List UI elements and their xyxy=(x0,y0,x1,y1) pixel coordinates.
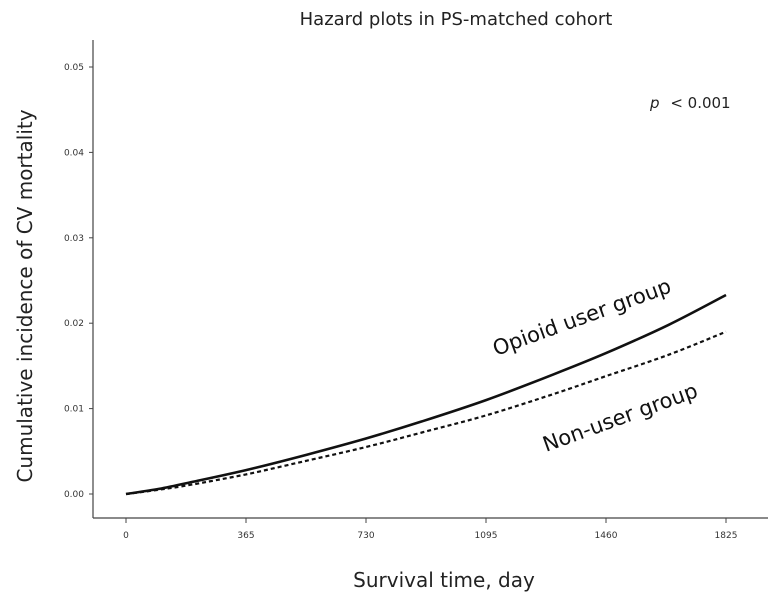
series-line-opioid-user xyxy=(125,293,727,496)
series-label-opioid: Opioid user group xyxy=(490,274,675,361)
y-tick-label: 0.05 xyxy=(64,63,84,73)
x-axis-ticks: 0 365 730 1095 1460 1825 xyxy=(123,518,737,541)
y-axis-label: Cumulative incidence of CV mortality xyxy=(13,109,37,482)
y-tick-label: 0.00 xyxy=(64,490,84,500)
x-tick-label: 365 xyxy=(237,531,254,541)
plot-frame xyxy=(92,40,768,519)
x-tick-label: 1460 xyxy=(595,531,618,541)
x-tick-label: 0 xyxy=(123,531,129,541)
x-tick-label: 1825 xyxy=(715,531,738,541)
x-tick-label: 1095 xyxy=(475,531,498,541)
x-tick-label: 730 xyxy=(357,531,374,541)
p-value-symbol: p xyxy=(649,94,660,112)
p-value-annotation: p < 0.001 xyxy=(649,94,731,112)
y-axis-ticks: 0.00 0.01 0.02 0.03 0.04 0.05 xyxy=(64,63,93,500)
chart-title: Hazard plots in PS-matched cohort xyxy=(300,9,613,30)
series-layer xyxy=(125,293,727,496)
y-tick-label: 0.04 xyxy=(64,148,84,158)
p-value-text: < 0.001 xyxy=(670,94,730,112)
y-tick-label: 0.03 xyxy=(64,234,84,244)
y-tick-label: 0.01 xyxy=(64,405,84,415)
x-axis-label: Survival time, day xyxy=(353,568,535,592)
series-line-non-user xyxy=(125,330,727,496)
y-tick-label: 0.02 xyxy=(64,319,84,329)
